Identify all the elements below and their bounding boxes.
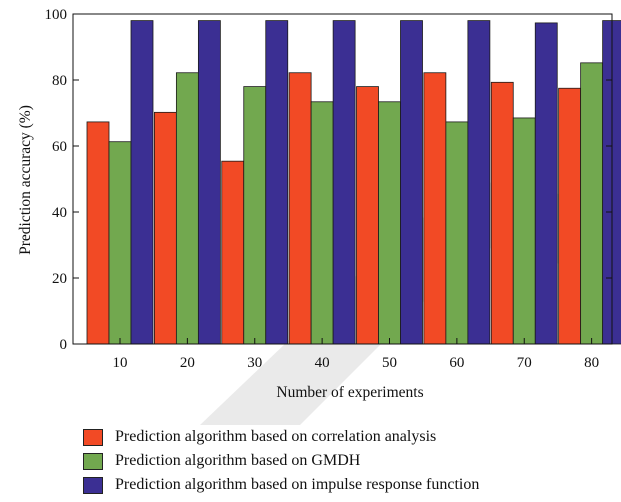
bar-70-series-1 bbox=[490, 81, 514, 345]
bars-group bbox=[86, 20, 621, 345]
axes-group: 0 20 40 60 80 100 10 20 30 40 50 60 70 80 bbox=[45, 7, 613, 371]
y-tick-label-80: 80 bbox=[52, 73, 67, 89]
x-tick-label-70: 70 bbox=[517, 355, 532, 371]
y-tick-label-20: 20 bbox=[52, 271, 67, 287]
x-tick-label-20: 20 bbox=[180, 355, 195, 371]
x-tick-label-60: 60 bbox=[449, 355, 464, 371]
bar-chart: 0 20 40 60 80 100 10 20 30 40 50 60 70 80 Number of e… bbox=[17, 7, 621, 425]
legend: Prediction algorithm based on correlatio… bbox=[83, 425, 479, 497]
bar-80-series-1 bbox=[558, 87, 582, 345]
bar-60-series-3 bbox=[467, 20, 491, 345]
plot-frame bbox=[72, 13, 613, 345]
bar-20-series-1 bbox=[153, 111, 177, 345]
bar-20-series-3 bbox=[197, 20, 221, 345]
bar-10-series-2 bbox=[108, 141, 132, 345]
y-tick-label-40: 40 bbox=[52, 205, 67, 221]
y-tick-label-0: 0 bbox=[60, 337, 68, 353]
bar-10-series-3 bbox=[130, 20, 154, 345]
x-tick-label-50: 50 bbox=[382, 355, 397, 371]
legend-swatch-gmdh bbox=[83, 452, 103, 470]
y-tick-label-100: 100 bbox=[45, 7, 68, 23]
x-axis-title: Number of experiments bbox=[276, 384, 423, 401]
bar-10-series-1 bbox=[86, 121, 110, 345]
x-tick-label-80: 80 bbox=[584, 355, 599, 371]
legend-label-correlation: Prediction algorithm based on correlatio… bbox=[115, 428, 437, 445]
legend-swatch-correlation bbox=[83, 428, 103, 446]
legend-item-impulse: Prediction algorithm based on impulse re… bbox=[83, 473, 479, 497]
legend-label-impulse: Prediction algorithm based on impulse re… bbox=[115, 476, 480, 493]
bar-30-series-1 bbox=[221, 160, 245, 345]
bar-20-series-2 bbox=[175, 72, 199, 345]
bar-80-series-2 bbox=[580, 62, 604, 345]
legend-swatch-impulse bbox=[83, 476, 103, 494]
legend-item-correlation: Prediction algorithm based on correlatio… bbox=[83, 425, 479, 449]
bar-30-series-3 bbox=[265, 20, 289, 345]
y-tick-label-60: 60 bbox=[52, 139, 67, 155]
bar-60-series-1 bbox=[423, 72, 447, 345]
bar-40-series-1 bbox=[288, 72, 312, 345]
x-tick-label-30: 30 bbox=[247, 355, 262, 371]
bar-60-series-2 bbox=[445, 121, 469, 345]
legend-item-gmdh: Prediction algorithm based on GMDH bbox=[83, 449, 479, 473]
bar-50-series-2 bbox=[378, 101, 401, 345]
bar-50-series-3 bbox=[400, 20, 423, 345]
bar-40-series-2 bbox=[310, 101, 334, 345]
legend-label-gmdh: Prediction algorithm based on GMDH bbox=[115, 452, 361, 469]
bar-70-series-2 bbox=[512, 117, 536, 345]
x-tick-label-40: 40 bbox=[315, 355, 330, 371]
bar-40-series-3 bbox=[332, 20, 356, 345]
bar-50-series-1 bbox=[356, 86, 379, 345]
bar-70-series-3 bbox=[534, 22, 558, 345]
x-tick-label-10: 10 bbox=[113, 355, 128, 371]
y-axis-title: Prediction accuracy (%) bbox=[17, 105, 34, 255]
bar-30-series-2 bbox=[243, 86, 267, 345]
